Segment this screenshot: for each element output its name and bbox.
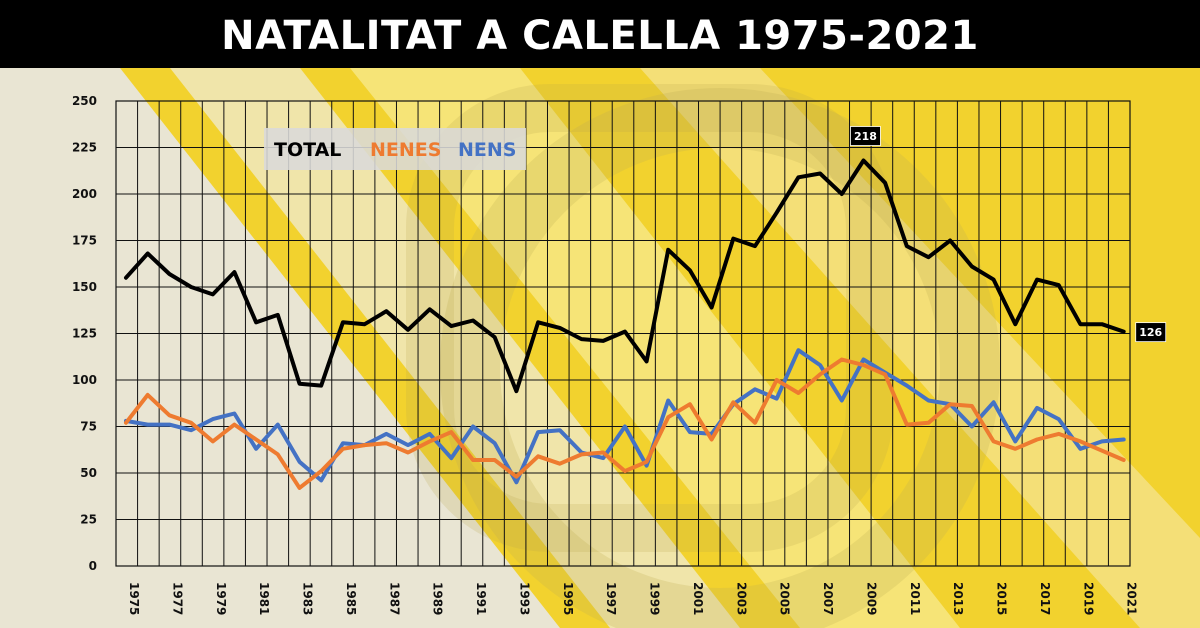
series-line-total	[124, 158, 1126, 394]
x-tick-label: 2011	[908, 582, 922, 615]
y-tick-label: 200	[72, 187, 97, 201]
y-tick-label: 225	[72, 141, 97, 155]
x-tick-label: 2009	[864, 582, 878, 615]
y-tick-label: 175	[72, 234, 97, 248]
chart-legend: TOTAL NENES NENS	[264, 128, 526, 170]
svg-text:218: 218	[854, 130, 877, 143]
y-tick-label: 50	[80, 466, 97, 480]
x-tick-label: 1995	[561, 582, 575, 615]
x-tick-label: 1981	[257, 582, 271, 615]
x-tick-label: 1979	[214, 582, 228, 615]
data-callouts: 218 126	[850, 126, 1167, 343]
legend-item-total: TOTAL	[274, 139, 341, 161]
y-tick-label: 150	[72, 280, 97, 294]
callout-label: 218	[850, 126, 881, 146]
callout-label: 126	[1135, 322, 1167, 343]
x-tick-label: 1987	[387, 582, 401, 615]
legend-box	[264, 128, 526, 170]
x-tick-label: 2015	[995, 582, 1009, 615]
chart-series	[124, 158, 1126, 490]
svg-text:126: 126	[1139, 326, 1162, 339]
y-axis: 0 25 50 75 100 125 150 175 200 225 250	[72, 94, 97, 573]
x-tick-label: 1997	[604, 582, 618, 615]
series-line-nenes	[124, 357, 1126, 490]
y-tick-label: 250	[72, 94, 97, 108]
y-tick-label: 125	[72, 327, 97, 341]
x-axis: 1975 1977 1979 1981 1983 1985 1987 1989 1991 1993…	[127, 582, 1139, 615]
series-line-nens	[124, 348, 1126, 485]
x-tick-label: 1975	[127, 582, 141, 615]
x-tick-label: 1989	[431, 582, 445, 615]
x-tick-label: 2017	[1038, 582, 1052, 615]
x-tick-label: 2021	[1125, 582, 1139, 615]
x-tick-label: 1977	[170, 582, 184, 615]
x-tick-label: 1983	[301, 582, 315, 615]
x-tick-label: 2019	[1081, 582, 1095, 615]
x-tick-label: 2013	[951, 582, 965, 615]
x-tick-label: 2001	[691, 582, 705, 615]
y-tick-label: 0	[89, 559, 97, 573]
x-tick-label: 1999	[648, 582, 662, 615]
chart-title: NATALITAT A CALELLA 1975-2021	[0, 0, 1200, 68]
legend-item-nens: NENS	[458, 139, 516, 161]
x-tick-label: 1985	[344, 582, 358, 615]
x-tick-label: 1993	[517, 582, 531, 615]
x-tick-label: 2007	[821, 582, 835, 615]
y-tick-label: 25	[80, 513, 97, 527]
y-tick-label: 75	[80, 420, 97, 434]
legend-item-nenes: NENES	[370, 139, 441, 161]
y-tick-label: 100	[72, 373, 97, 387]
x-tick-label: 2005	[778, 582, 792, 615]
x-tick-label: 1991	[474, 582, 488, 615]
x-tick-label: 2003	[734, 582, 748, 615]
